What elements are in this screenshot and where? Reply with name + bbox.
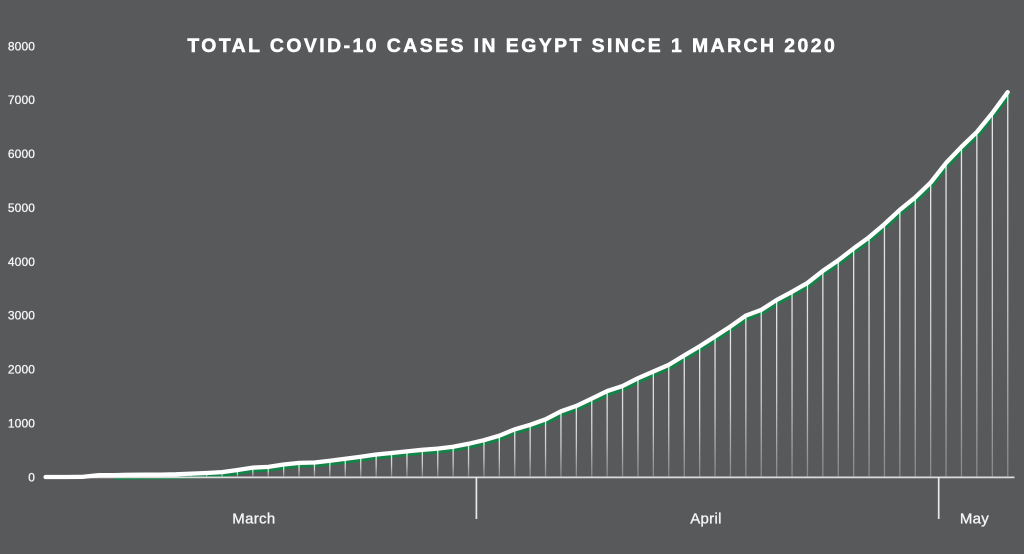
svg-text:April: April <box>690 511 722 528</box>
svg-text:8000: 8000 <box>8 39 35 53</box>
svg-text:TOTAL COVID-10 CASES IN EGYPT: TOTAL COVID-10 CASES IN EGYPT SINCE 1 MA… <box>187 35 837 57</box>
svg-text:0: 0 <box>28 470 35 484</box>
svg-text:7000: 7000 <box>8 93 35 107</box>
svg-text:3000: 3000 <box>8 309 35 323</box>
svg-text:2000: 2000 <box>8 363 35 377</box>
svg-text:5000: 5000 <box>8 201 35 215</box>
svg-text:4000: 4000 <box>8 255 35 269</box>
svg-text:1000: 1000 <box>8 417 35 431</box>
svg-text:March: March <box>232 511 275 528</box>
svg-text:6000: 6000 <box>8 147 35 161</box>
svg-text:May: May <box>960 511 989 528</box>
